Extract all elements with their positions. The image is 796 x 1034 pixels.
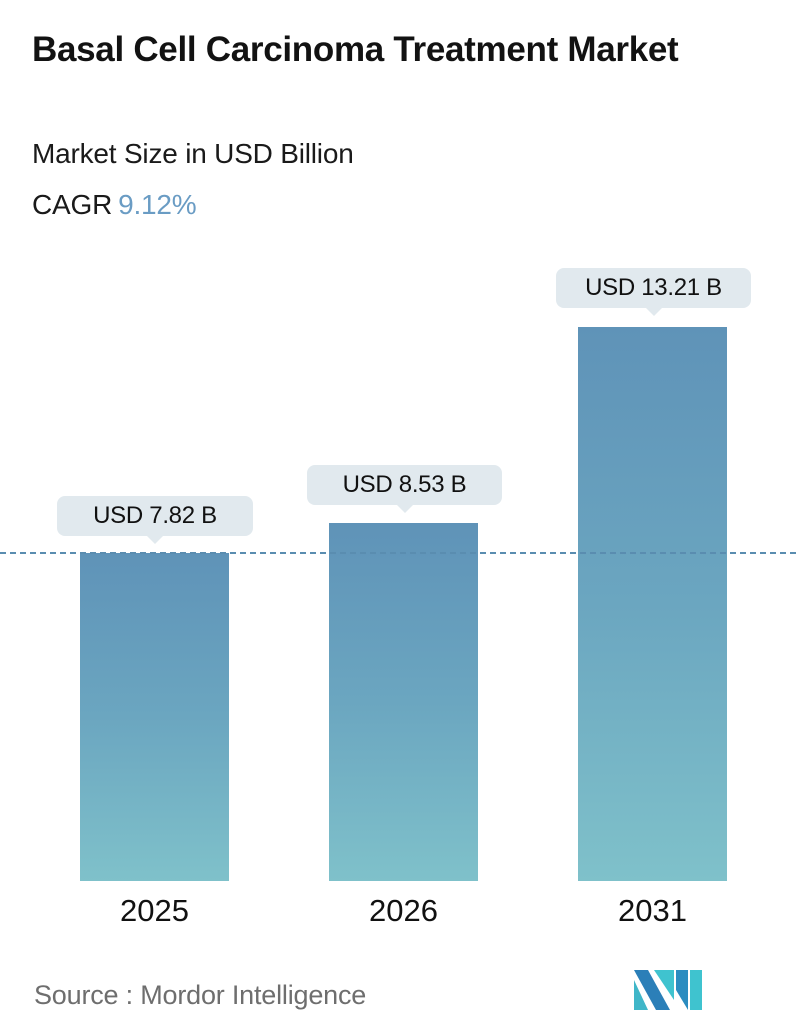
reference-dashed-line [0, 552, 796, 554]
cagr-label: CAGR [32, 189, 113, 220]
chart-title: Basal Cell Carcinoma Treatment Market [32, 30, 679, 69]
bar-2031 [578, 327, 727, 881]
cagr-line: CAGR 9.12% [32, 189, 197, 221]
bar-2025 [80, 553, 229, 881]
mordor-intelligence-logo-icon [634, 970, 702, 1010]
cagr-value: 9.12% [118, 189, 197, 220]
x-label-2026: 2026 [369, 893, 438, 928]
value-label-2031: USD 13.21 B [556, 268, 751, 316]
value-label-2026: USD 8.53 B [307, 465, 502, 513]
source-text: Source : Mordor Intelligence [34, 980, 367, 1010]
x-label-2031: 2031 [618, 893, 687, 928]
bar-2026 [329, 523, 478, 881]
x-label-2025: 2025 [120, 893, 189, 928]
value-label-2025: USD 7.82 B [57, 496, 253, 544]
chart-subtitle: Market Size in USD Billion [32, 138, 354, 169]
